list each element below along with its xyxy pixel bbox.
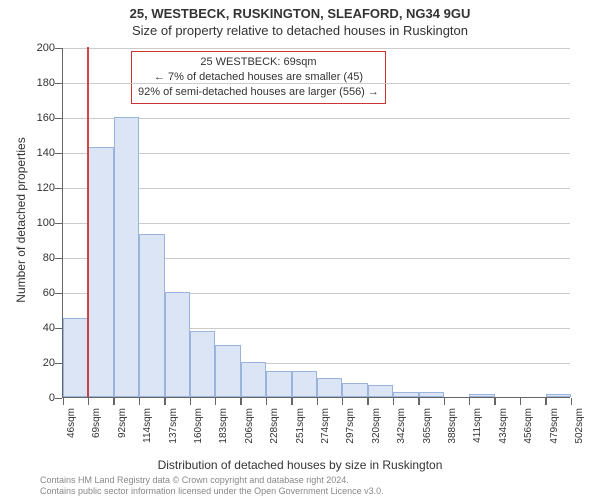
x-tick [342, 398, 344, 405]
histogram-bar [114, 117, 139, 397]
x-tick [545, 398, 547, 405]
x-tick-label: 92sqm [117, 408, 128, 438]
footer-attribution: Contains HM Land Registry data © Crown c… [40, 475, 590, 497]
y-tick-label: 100 [25, 217, 55, 229]
y-tick [55, 83, 62, 85]
grid-line [63, 83, 570, 84]
x-tick-label: 365sqm [422, 408, 433, 444]
x-tick [494, 398, 496, 405]
x-tick [367, 398, 369, 405]
histogram-bar [546, 394, 571, 398]
histogram-bar [342, 383, 367, 397]
histogram-bar [292, 371, 317, 397]
histogram-bar [419, 392, 444, 397]
y-tick-label: 40 [25, 322, 55, 334]
histogram-bar [190, 331, 215, 398]
x-tick [113, 398, 115, 405]
x-tick-label: 456sqm [523, 408, 534, 444]
x-tick [164, 398, 166, 405]
x-tick [240, 398, 242, 405]
x-tick [63, 398, 65, 405]
y-tick [55, 188, 62, 190]
x-tick [190, 398, 192, 405]
x-tick-label: 251sqm [295, 408, 306, 444]
y-tick-label: 120 [25, 182, 55, 194]
grid-line [63, 48, 570, 49]
annotation-line-1: 25 WESTBECK: 69sqm [138, 55, 379, 70]
y-tick-label: 20 [25, 357, 55, 369]
x-tick-label: 183sqm [218, 408, 229, 444]
x-tick [469, 398, 471, 405]
histogram-bar [241, 362, 266, 397]
x-tick-label: 479sqm [549, 408, 560, 444]
x-tick [520, 398, 522, 405]
x-tick-label: 228sqm [269, 408, 280, 444]
histogram-bar [266, 371, 291, 397]
x-tick [317, 398, 319, 405]
footer-line-1: Contains HM Land Registry data © Crown c… [40, 475, 590, 486]
annotation-box: 25 WESTBECK: 69sqm ← 7% of detached hous… [131, 51, 386, 104]
x-tick [291, 398, 293, 405]
x-tick-label: 434sqm [498, 408, 509, 444]
x-tick-label: 320sqm [371, 408, 382, 444]
x-tick-label: 411sqm [472, 408, 483, 443]
histogram-bar [88, 147, 113, 397]
property-marker-line [87, 47, 89, 397]
x-tick [444, 398, 446, 405]
x-tick-label: 297sqm [345, 408, 356, 444]
y-tick [55, 118, 62, 120]
histogram-bar [165, 292, 190, 397]
x-axis-title: Distribution of detached houses by size … [0, 458, 600, 472]
y-tick-label: 200 [25, 42, 55, 54]
y-tick-label: 60 [25, 287, 55, 299]
x-tick-label: 160sqm [193, 408, 204, 444]
histogram-bar [215, 345, 240, 398]
annotation-line-3: 92% of semi-detached houses are larger (… [138, 85, 379, 100]
y-tick-label: 80 [25, 252, 55, 264]
chart-container: 25, WESTBECK, RUSKINGTON, SLEAFORD, NG34… [0, 0, 600, 500]
histogram-bar [139, 234, 164, 397]
x-tick-label: 206sqm [244, 408, 255, 444]
footer-line-2: Contains public sector information licen… [40, 486, 590, 497]
y-tick [55, 153, 62, 155]
histogram-bar [317, 378, 342, 397]
x-tick-label: 342sqm [396, 408, 407, 444]
x-tick-label: 502sqm [574, 408, 585, 444]
y-tick-label: 0 [25, 392, 55, 404]
x-tick [88, 398, 90, 405]
x-tick-label: 388sqm [447, 408, 458, 444]
y-tick-label: 140 [25, 147, 55, 159]
x-tick-label: 137sqm [168, 408, 179, 444]
y-tick-label: 160 [25, 112, 55, 124]
x-tick [266, 398, 268, 405]
histogram-bar [393, 392, 418, 397]
chart-plot-area: 25 WESTBECK: 69sqm ← 7% of detached hous… [62, 48, 570, 398]
title-sub: Size of property relative to detached ho… [0, 21, 600, 38]
x-tick-label: 274sqm [320, 408, 331, 444]
y-tick [55, 48, 62, 50]
x-tick-label: 69sqm [91, 408, 102, 438]
histogram-bar [469, 394, 494, 398]
histogram-bar [63, 318, 88, 397]
y-tick-label: 180 [25, 77, 55, 89]
x-tick-label: 46sqm [66, 408, 77, 438]
x-tick [418, 398, 420, 405]
y-tick [55, 223, 62, 225]
x-tick [215, 398, 217, 405]
y-tick [55, 328, 62, 330]
y-tick [55, 363, 62, 365]
x-tick-label: 114sqm [142, 408, 153, 443]
x-tick [139, 398, 141, 405]
title-main: 25, WESTBECK, RUSKINGTON, SLEAFORD, NG34… [0, 0, 600, 21]
y-tick [55, 258, 62, 260]
y-tick [55, 293, 62, 295]
x-tick [393, 398, 395, 405]
y-tick [55, 398, 62, 400]
x-tick [571, 398, 573, 405]
histogram-bar [368, 385, 393, 397]
